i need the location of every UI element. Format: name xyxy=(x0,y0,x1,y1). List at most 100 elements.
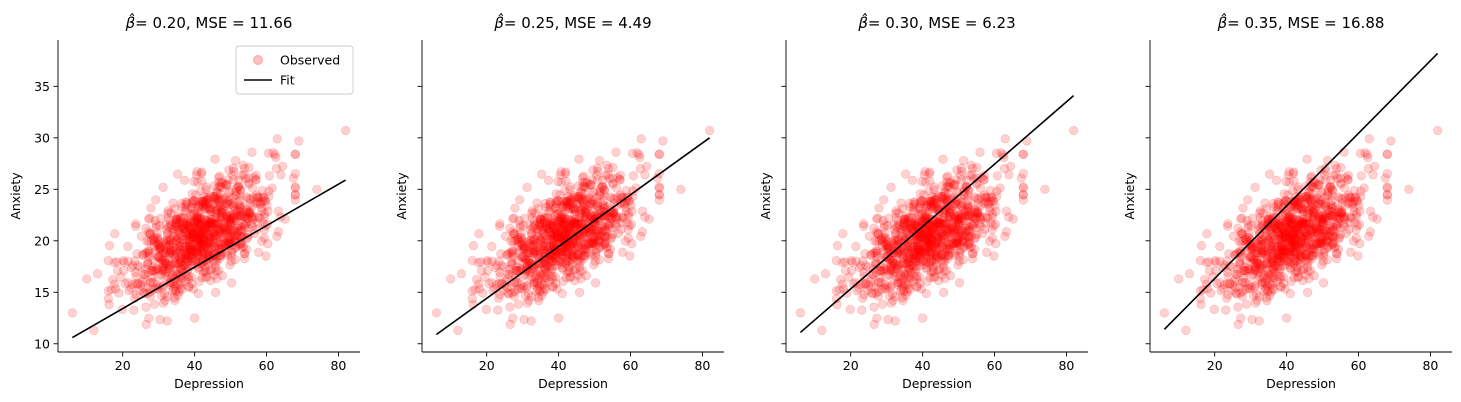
observed-point xyxy=(230,255,241,265)
observed-point xyxy=(193,223,203,234)
observed-point xyxy=(169,265,179,275)
observed-point xyxy=(184,245,194,256)
observed-point xyxy=(183,234,194,245)
observed-point xyxy=(206,214,216,224)
observed-point xyxy=(513,299,524,309)
observed-point xyxy=(193,233,203,243)
observed-point xyxy=(177,202,187,212)
observed-point xyxy=(186,232,196,242)
observed-point xyxy=(240,210,251,221)
observed-point xyxy=(1240,265,1250,276)
observed-point xyxy=(189,176,199,187)
observed-point xyxy=(236,225,246,235)
observed-point xyxy=(1286,276,1296,287)
observed-point xyxy=(223,232,234,242)
observed-point xyxy=(145,213,155,223)
observed-point xyxy=(202,237,213,247)
observed-point xyxy=(212,225,222,236)
observed-point xyxy=(233,226,244,237)
observed-point xyxy=(166,260,177,270)
observed-point xyxy=(172,221,182,232)
observed-point xyxy=(215,194,225,204)
observed-point xyxy=(144,313,154,323)
observed-point xyxy=(165,245,175,256)
observed-point xyxy=(206,233,216,243)
observed-point xyxy=(251,170,261,180)
observed-point xyxy=(192,217,202,228)
observed-point xyxy=(218,178,229,188)
observed-point xyxy=(157,255,168,266)
observed-point xyxy=(197,221,207,231)
observed-point xyxy=(1159,308,1170,318)
observed-point xyxy=(198,226,208,237)
observed-point xyxy=(252,197,263,207)
observed-point xyxy=(181,248,191,259)
observed-point xyxy=(930,198,940,208)
observed-point xyxy=(165,221,176,231)
observed-point xyxy=(215,202,225,212)
x-tick-label: 60 xyxy=(623,358,639,373)
observed-point xyxy=(243,222,253,233)
observed-point xyxy=(238,202,248,212)
y-axis-label: Anxiety xyxy=(8,172,23,220)
observed-point xyxy=(1243,220,1254,230)
observed-point xyxy=(1304,273,1314,284)
observed-point xyxy=(143,246,153,256)
observed-point xyxy=(1432,125,1443,136)
observed-point xyxy=(201,226,211,237)
observed-point xyxy=(185,224,195,234)
observed-point xyxy=(204,226,215,236)
observed-point xyxy=(167,249,177,260)
observed-point xyxy=(222,179,232,189)
observed-point xyxy=(225,214,235,225)
observed-point xyxy=(187,227,197,237)
observed-point xyxy=(221,179,231,190)
observed-point xyxy=(245,207,255,218)
observed-point xyxy=(184,222,195,232)
x-axis-label: Depression xyxy=(538,376,608,391)
observed-point xyxy=(247,183,258,193)
observed-point xyxy=(215,225,225,235)
observed-point xyxy=(174,241,185,252)
observed-point xyxy=(179,226,190,237)
observed-point xyxy=(213,228,223,238)
observed-point xyxy=(204,190,215,201)
observed-point xyxy=(186,244,196,255)
observed-point xyxy=(173,211,183,222)
observed-point xyxy=(253,212,263,222)
observed-point xyxy=(198,239,208,250)
observed-point xyxy=(217,208,227,218)
observed-point xyxy=(226,210,236,221)
observed-point xyxy=(632,148,642,158)
observed-point xyxy=(258,192,269,202)
observed-point xyxy=(1240,234,1251,244)
observed-point xyxy=(179,247,189,258)
observed-point xyxy=(954,278,965,288)
observed-point xyxy=(131,271,141,281)
observed-point xyxy=(226,256,237,267)
observed-point xyxy=(162,228,173,238)
observed-point xyxy=(954,251,965,261)
observed-point xyxy=(223,236,234,246)
observed-point xyxy=(227,170,238,180)
observed-point xyxy=(239,212,249,222)
observed-point xyxy=(1318,278,1329,288)
observed-point xyxy=(255,213,265,223)
observed-point xyxy=(171,218,182,229)
observed-point xyxy=(201,241,212,251)
fit-line xyxy=(1163,52,1439,330)
observed-point xyxy=(226,199,237,209)
observed-point xyxy=(183,215,193,225)
observed-point xyxy=(1008,214,1018,224)
observed-point xyxy=(658,136,668,146)
observed-point xyxy=(156,254,166,264)
observed-point xyxy=(138,282,148,293)
observed-point xyxy=(930,272,940,282)
observed-point xyxy=(191,190,201,200)
observed-point xyxy=(161,225,171,235)
observed-point xyxy=(857,293,868,303)
observed-point xyxy=(871,282,881,292)
observed-point xyxy=(204,238,215,249)
y-tick-label: 15 xyxy=(34,285,50,300)
observed-point xyxy=(199,225,210,236)
